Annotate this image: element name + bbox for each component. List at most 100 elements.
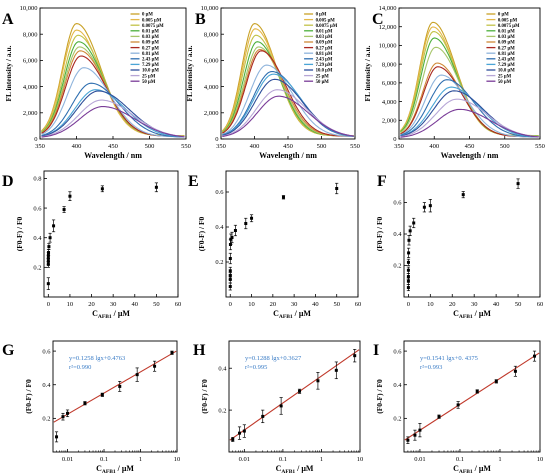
x-tick-label: 350 [394, 143, 404, 150]
point-marker [316, 379, 320, 383]
point-marker [83, 401, 87, 405]
legend-label: 25 μM [498, 74, 512, 79]
fit-r2: r²=0.993 [420, 364, 442, 371]
legend-label: 10.0 μM [142, 69, 159, 74]
x-axis-label-unit: / μM [473, 309, 492, 318]
y-tick-label: 0.2 [393, 416, 401, 423]
x-axis-label: CAFB1 / μM [273, 309, 311, 320]
legend-label: 0.03 μM [316, 35, 333, 40]
legend-label: 50 μM [316, 80, 330, 85]
x-tick-label: 20 [270, 301, 277, 308]
data-point [406, 436, 410, 444]
data-point [297, 388, 302, 394]
point-marker [353, 354, 357, 358]
y-tick-label: 8,000 [204, 31, 219, 38]
x-tick-label: 50 [333, 301, 340, 308]
y-tick-label: 2,000 [204, 110, 219, 117]
spectrum-line [222, 95, 354, 138]
y-tick-label: 4,000 [23, 84, 38, 91]
point-marker [461, 193, 465, 197]
point-marker [298, 389, 302, 393]
fit-line [404, 352, 540, 441]
x-tick-label: 550 [350, 143, 360, 150]
point-marker [407, 251, 411, 255]
point-marker [406, 286, 410, 290]
data-point [244, 217, 248, 230]
data-point [406, 258, 411, 266]
data-point [418, 423, 422, 438]
x-tick-label: 0.1 [100, 456, 108, 463]
data-point [279, 397, 283, 415]
x-tick-label: 50 [153, 301, 160, 308]
x-tick-label: 0.01 [62, 456, 73, 463]
spectrum-line [400, 26, 539, 137]
panel-i: I 0.01 0.1 1 10 0.2 0.4 0.6 CAFB1 / μM (F0-F) / F… [373, 340, 543, 475]
point-marker [100, 393, 104, 397]
point-marker [66, 411, 70, 415]
data-point [428, 199, 432, 213]
spectrum-line [41, 106, 185, 138]
data-point [412, 217, 416, 229]
data-point [46, 277, 50, 290]
point-marker [408, 229, 412, 233]
data-point [230, 231, 234, 244]
point-marker [412, 221, 416, 225]
axes-frame [403, 170, 541, 298]
spectrum-line [400, 86, 539, 138]
point-marker [48, 236, 52, 240]
point-marker [406, 268, 410, 272]
data-point [422, 202, 426, 213]
point-marker [62, 208, 66, 212]
x-tick-label: 550 [535, 143, 545, 150]
y-tick-label: 0.4 [42, 382, 51, 389]
x-axis-label-subscript: AFB1 [102, 469, 116, 475]
legend-label: 0.0075 μM [316, 24, 338, 29]
legend-label: 0.01 μM [316, 30, 333, 35]
legend-label: 0.0075 μM [142, 24, 164, 29]
data-point [475, 389, 479, 394]
point-marker [238, 431, 242, 435]
x-axis-label-subscript: AFB1 [281, 469, 295, 475]
spectrum-line [399, 21, 539, 137]
point-marker [228, 274, 232, 278]
y-tick-label: 14,000 [379, 5, 397, 12]
panel-h: H 0.01 0.1 1 10 0.2 0.4 CAFB1 / μM (F0-F) / F0 y=… [193, 340, 363, 475]
point-marker [456, 403, 460, 407]
data-point [228, 282, 232, 291]
x-tick-label: 450 [108, 143, 118, 150]
x-axis-label-unit: / μM [112, 309, 131, 318]
legend-label: 0.81 μM [316, 52, 333, 57]
spectrum-line [222, 78, 354, 137]
legend-label: 0.09 μM [316, 41, 333, 46]
legend-label: 0 μM [316, 13, 327, 18]
x-tick-label: 0 [407, 301, 410, 308]
data-point [228, 252, 232, 265]
data-point [154, 182, 158, 193]
point-marker [475, 389, 479, 393]
data-point [47, 243, 51, 250]
y-tick-label: 8,000 [382, 61, 397, 68]
x-tick-label: 60 [175, 301, 182, 308]
x-tick-label: 1 [139, 456, 142, 463]
y-axis-label: FL intensity / a.u. [185, 45, 194, 101]
data-point [54, 431, 59, 443]
fit-line [229, 349, 360, 441]
point-marker [228, 257, 232, 260]
legend: 0 μM0.005 μM0.0075 μM0.01 μM0.03 μM0.09 … [130, 13, 164, 85]
point-marker [406, 275, 410, 279]
x-tick-label: 10 [174, 456, 181, 463]
spectrum-line [400, 74, 539, 138]
data-point [335, 182, 339, 195]
point-marker [335, 187, 339, 190]
legend-label: 0.27 μM [498, 46, 515, 51]
legend-label: 0.03 μM [498, 35, 515, 40]
legend-label: 0.03 μM [142, 35, 159, 40]
legend-label: 0.27 μM [142, 46, 159, 51]
point-marker [261, 414, 265, 418]
y-tick-label: 0.2 [33, 265, 41, 272]
axes-frame [43, 170, 179, 298]
data-point [118, 381, 122, 392]
point-marker [407, 238, 411, 242]
y-tick-label: 0.4 [393, 231, 402, 238]
y-tick-label: 0.8 [33, 176, 41, 183]
